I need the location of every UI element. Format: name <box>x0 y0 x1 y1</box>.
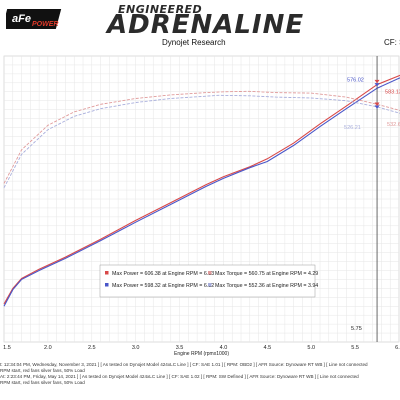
blue-torque-line <box>3 94 400 189</box>
rpm-cursor-label: 5.75 <box>351 326 362 332</box>
x-tick-label: 2.5 <box>88 345 96 351</box>
legend-swatch <box>208 283 212 287</box>
run-note-line: RPM start, red fans silver fans, 50% Loa… <box>0 368 85 373</box>
x-tick-label: 6.0 <box>395 345 400 351</box>
afe-power-logo: aFe POWER <box>6 9 62 29</box>
legend-swatch <box>208 271 212 275</box>
cursor-readout-red-power: 583.13 <box>385 89 400 95</box>
x-tick-label: 3.0 <box>132 345 140 351</box>
x-tick-label: 5.0 <box>307 345 315 351</box>
run-note-line: RPM start, red fans silver fans, 50% Loa… <box>0 380 85 385</box>
x-tick-label: 5.5 <box>351 345 359 351</box>
cursor-marker-icon <box>374 102 380 106</box>
x-axis-label: Engine RPM (rpmx1000) <box>174 351 229 357</box>
svg-text:POWER: POWER <box>32 21 58 28</box>
legend-max-power: Max Power = 598.32 at Engine RPM = 6.12 <box>112 283 214 289</box>
legend-swatch <box>105 271 109 275</box>
legend-max-power: Max Power = 606.38 at Engine RPM = 6.13 <box>112 271 214 277</box>
run-notes: t: 12:34:04 PM, Wednesday, November 3, 2… <box>0 362 400 386</box>
legend-swatch <box>105 283 109 287</box>
brand-tagline-main: ADRENALINE <box>107 10 305 40</box>
correction-factor-label: CF: S <box>384 38 400 47</box>
red-torque-line <box>3 90 400 184</box>
cursor-marker-icon <box>374 83 380 87</box>
legend-max-torque: Max Torque = 552.36 at Engine RPM = 3.94 <box>215 283 318 289</box>
header: aFe POWER ENGINEERED ADRENALINE Dynojet … <box>0 0 400 50</box>
cursor-readout-red-torque: 532.69 <box>387 122 400 128</box>
cursor-marker-icon <box>374 105 380 109</box>
legend-max-torque: Max Torque = 560.75 at Engine RPM = 4.29 <box>215 271 318 277</box>
cursor-readout-blue-torque: 526.21 <box>344 125 361 131</box>
run-note-line: t: 12:34:04 PM, Wednesday, November 3, 2… <box>0 362 368 367</box>
run-note-line: At: 2:23:44 PM, Friday, May 14, 2021 ] [… <box>0 374 359 379</box>
blue-power-line <box>3 77 400 307</box>
brand-tagline-top: ENGINEERED <box>118 3 203 16</box>
red-power-line <box>3 74 400 305</box>
page-subtitle: Dynojet Research <box>162 38 226 47</box>
x-tick-label: 4.5 <box>264 345 272 351</box>
dyno-chart: 1.5 2.0 2.5 3.0 3.5 4.0 4.5 5.0 5.5 6.0 Engine RPM… <box>0 50 400 360</box>
svg-text:aFe: aFe <box>12 13 31 25</box>
cursor-marker-icon <box>374 79 380 84</box>
cursor-readout-blue-power: 576.02 <box>347 78 364 84</box>
x-tick-label: 1.5 <box>3 345 11 351</box>
chart-svg: 1.5 2.0 2.5 3.0 3.5 4.0 4.5 5.0 5.5 6.0 Engine RPM… <box>3 55 400 357</box>
x-tick-label: 4.0 <box>220 345 228 351</box>
legend-box <box>99 264 316 298</box>
x-tick-label: 2.0 <box>44 345 52 351</box>
x-tick-label: 3.5 <box>176 345 184 351</box>
